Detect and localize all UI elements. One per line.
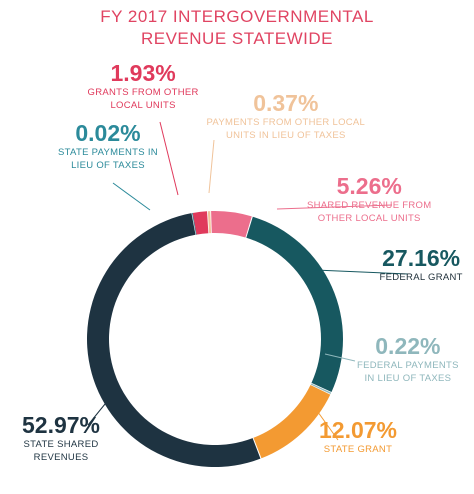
slice-percent: 5.26% bbox=[336, 173, 402, 199]
donut-slice bbox=[192, 211, 209, 235]
slice-caption-line: UNITS IN LIEU OF TAXES bbox=[225, 130, 346, 141]
leader-line bbox=[159, 121, 179, 196]
leader-line bbox=[208, 139, 215, 194]
leader-line bbox=[276, 204, 393, 210]
slice-caption-line: OTHER LOCAL UNITS bbox=[317, 213, 421, 224]
slice-percent: 27.16% bbox=[382, 245, 461, 271]
slice-caption-line: STATE PAYMENTS IN bbox=[58, 147, 158, 158]
slice-caption-line: SHARED REVENUE FROM bbox=[307, 200, 432, 211]
slice-caption: SHARED REVENUE FROM OTHER LOCAL UNITS bbox=[307, 199, 431, 225]
slice-percent: 1.93% bbox=[110, 60, 176, 86]
donut-slice bbox=[207, 211, 212, 234]
slice-caption-line: FEDERAL PAYMENTS bbox=[357, 360, 459, 371]
leader-line bbox=[309, 400, 339, 441]
slice-caption: GRANTS FROM OTHER LOCAL UNITS bbox=[88, 86, 199, 112]
slice-caption-line: FEDERAL GRANT bbox=[379, 272, 463, 283]
slice-label: 52.97% STATE SHARED REVENUES bbox=[22, 412, 100, 464]
slice-percent: 52.97% bbox=[22, 412, 101, 438]
leader-line bbox=[87, 387, 119, 426]
slice-caption: FEDERAL PAYMENTS IN LIEU OF TAXES bbox=[357, 359, 459, 385]
slice-label: 0.02% STATE PAYMENTS IN LIEU OF TAXES bbox=[58, 120, 158, 172]
slice-label: 27.16% FEDERAL GRANT bbox=[380, 245, 463, 284]
slice-label: 0.22% FEDERAL PAYMENTS IN LIEU OF TAXES bbox=[357, 333, 459, 385]
donut-slice bbox=[211, 211, 252, 238]
slice-percent: 0.02% bbox=[75, 120, 141, 146]
slice-caption-line: REVENUES bbox=[33, 452, 89, 463]
slice-caption: STATE SHARED REVENUES bbox=[22, 438, 100, 464]
slice-caption-line: PAYMENTS FROM OTHER LOCAL bbox=[206, 117, 366, 128]
slice-caption-line: IN LIEU OF TAXES bbox=[364, 373, 452, 384]
slice-percent: 0.22% bbox=[375, 333, 441, 359]
chart-title-line-1: FY 2017 INTERGOVERNMENTAL bbox=[100, 7, 374, 26]
slice-caption: PAYMENTS FROM OTHER LOCAL UNITS IN LIEU O… bbox=[207, 116, 366, 142]
leader-line bbox=[314, 269, 409, 275]
slice-caption-line: LIEU OF TAXES bbox=[71, 160, 145, 171]
slice-label: 12.07% STATE GRANT bbox=[319, 417, 397, 456]
slice-percent: 12.07% bbox=[319, 417, 398, 443]
slice-caption: STATE GRANT bbox=[319, 443, 397, 456]
slice-caption: STATE PAYMENTS IN LIEU OF TAXES bbox=[58, 146, 158, 172]
leader-line bbox=[324, 353, 356, 362]
slice-caption-line: GRANTS FROM OTHER bbox=[87, 87, 199, 98]
slice-percent: 0.37% bbox=[253, 90, 319, 116]
donut-slice bbox=[192, 212, 197, 235]
donut-slice bbox=[246, 216, 344, 393]
slice-caption-line: STATE GRANT bbox=[323, 444, 393, 455]
donut-slice bbox=[87, 213, 261, 468]
slice-label: 5.26% SHARED REVENUE FROM OTHER LOCAL UNIT… bbox=[307, 173, 431, 225]
slice-label: 0.37% PAYMENTS FROM OTHER LOCAL UNITS IN L… bbox=[207, 90, 366, 142]
donut-slice bbox=[310, 383, 332, 394]
chart-title: FY 2017 INTERGOVERNMENTAL REVENUE STATEW… bbox=[0, 6, 474, 50]
slice-label: 1.93% GRANTS FROM OTHER LOCAL UNITS bbox=[88, 60, 199, 112]
slice-caption-line: LOCAL UNITS bbox=[110, 100, 176, 111]
slice-caption-line: STATE SHARED bbox=[23, 439, 99, 450]
slice-caption: FEDERAL GRANT bbox=[380, 271, 463, 284]
chart-title-line-2: REVENUE STATEWIDE bbox=[140, 29, 334, 48]
leader-line bbox=[112, 182, 151, 211]
